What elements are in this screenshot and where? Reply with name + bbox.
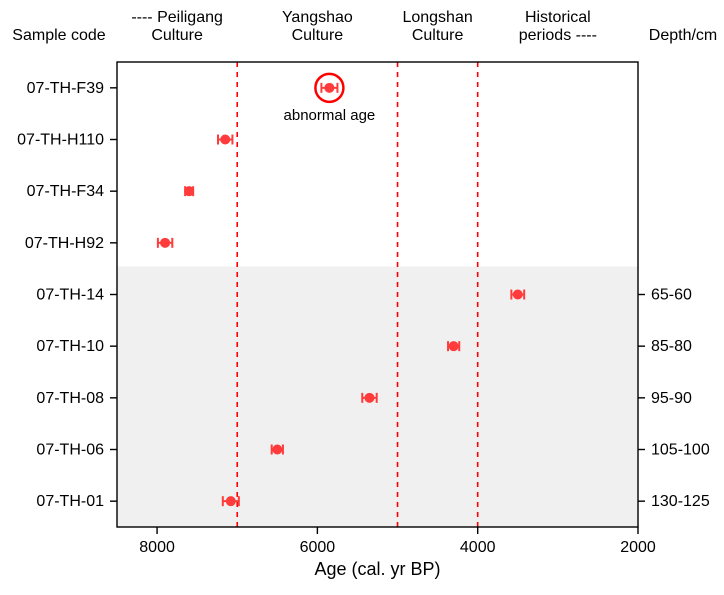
period-label-upper: Longshan bbox=[402, 9, 472, 26]
left-axis-title: Sample code bbox=[12, 27, 105, 44]
data-point bbox=[185, 187, 194, 196]
x-tick-label: 2000 bbox=[620, 539, 656, 556]
period-label-upper: Historical bbox=[525, 9, 591, 26]
period-label-upper: ---- Peiligang bbox=[131, 9, 223, 26]
sample-code-label: 07-TH-F34 bbox=[27, 183, 104, 200]
x-tick-label: 8000 bbox=[139, 539, 175, 556]
data-point bbox=[226, 497, 235, 506]
x-tick-label: 4000 bbox=[460, 539, 496, 556]
abnormal-label: abnormal age bbox=[284, 107, 376, 124]
sample-code-label: 07-TH-01 bbox=[36, 493, 104, 510]
x-axis-label: Age (cal. yr BP) bbox=[314, 559, 440, 579]
depth-label: 105-100 bbox=[651, 442, 710, 459]
depth-label: 85-80 bbox=[651, 338, 692, 355]
period-label-lower: Culture bbox=[151, 27, 203, 44]
sample-code-label: 07-TH-14 bbox=[36, 287, 104, 304]
sample-code-label: 07-TH-H92 bbox=[25, 235, 104, 252]
sample-code-label: 07-TH-08 bbox=[36, 390, 104, 407]
data-point bbox=[273, 445, 282, 454]
data-point bbox=[513, 290, 522, 299]
data-point bbox=[449, 342, 458, 351]
sample-code-label: 07-TH-06 bbox=[36, 442, 104, 459]
x-tick-label: 6000 bbox=[300, 539, 336, 556]
period-label-lower: Culture bbox=[412, 27, 464, 44]
depth-label: 130-125 bbox=[651, 493, 710, 510]
period-label-upper: Yangshao bbox=[282, 9, 353, 26]
age-depth-chart: 8000 6000 4000 2000 Age (cal. yr BP) 07-TH-F3… bbox=[0, 0, 724, 595]
sample-code-label: 07-TH-10 bbox=[36, 338, 104, 355]
right-axis-title: Depth/cm bbox=[649, 27, 717, 44]
data-point bbox=[161, 238, 170, 247]
data-point bbox=[221, 135, 230, 144]
period-label-lower: periods ---- bbox=[519, 27, 597, 44]
data-point bbox=[325, 83, 334, 92]
sample-code-label: 07-TH-H110 bbox=[17, 132, 104, 149]
period-label-lower: Culture bbox=[292, 27, 344, 44]
depth-label: 65-60 bbox=[651, 287, 692, 304]
sample-code-label: 07-TH-F39 bbox=[27, 80, 104, 97]
data-point bbox=[365, 393, 374, 402]
depth-label: 95-90 bbox=[651, 390, 692, 407]
chart-svg: 8000 6000 4000 2000 Age (cal. yr BP) 07-TH-F3… bbox=[0, 0, 724, 595]
